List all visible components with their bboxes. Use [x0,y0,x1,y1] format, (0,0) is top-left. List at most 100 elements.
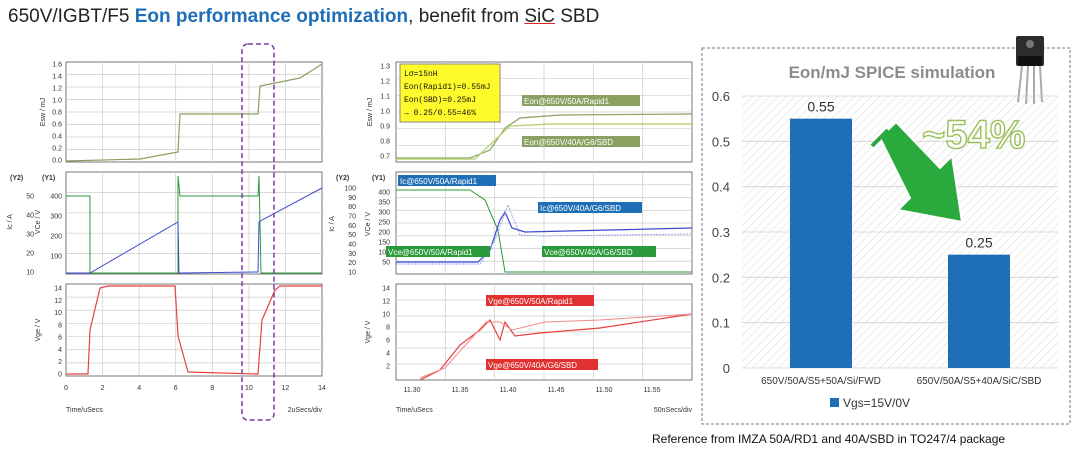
y-tick-label: 90 [348,195,356,202]
bar-2 [948,254,1010,368]
info-box-line: Lσ=15nH [404,70,438,79]
eon-sbd-label: Eon@650V/40A/G6/SBD [524,138,613,147]
x-tick-label: 11.35 [452,387,469,394]
y-tick-label: 400 [378,190,390,197]
y-tick-label: 30 [26,232,34,239]
y-tick-label: 0.6 [52,122,62,129]
x-tick-label: 11.50 [596,387,613,394]
mid-y1-label: (Y1) [372,175,385,182]
legend-swatch [830,398,839,407]
ic-sbd-label: Ic@650V/40A/G6/SBD [540,204,621,213]
y-tick-label: 10 [54,310,62,317]
reduction-annotation: ~54% [922,113,1025,157]
mid-vce-ylabel: VCe / V [365,212,372,236]
y-tick-label: 50 [26,194,34,201]
y-tick-label: 40 [26,213,34,220]
y-tick-label: 4 [386,351,390,358]
x-tick-label: 6 [174,385,178,392]
y-tick-label: 1.0 [380,109,390,116]
x-tick-label: 11.55 [644,387,661,394]
y-tick-label: 1.4 [52,74,62,81]
info-box-line: → 0.25/0.55=46% [404,109,476,118]
y-tick-label: 150 [378,240,390,247]
bar-y-tick-label: 0.6 [712,89,730,104]
y-tick-label: 50 [382,260,390,267]
left-vce-ylabel: VCe / V [35,210,42,234]
y-tick-label: 0.7 [380,154,390,161]
y-tick-label: 300 [378,210,390,217]
y-tick-label: 20 [26,251,34,258]
bar-1 [790,118,852,369]
y-tick-label: 10 [382,312,390,319]
y-tick-label: 1.2 [52,86,62,93]
left-ic-curve [66,187,323,274]
bar-y-tick-label: 0.2 [712,270,730,285]
left-panel: Esw / mJ 1.6 1.4 1.2 1.0 0.8 0.6 0.4 0.2 0.0 (Y2… [7,43,326,421]
bar-category-label: 650V/50A/S5+50A/Si/FWD [761,376,881,387]
mid-y2-label: (Y2) [336,175,349,182]
mid-ic-sbd-curve [396,210,693,263]
mid-eon-sbd-curve [396,123,692,160]
left-y1-label: (Y1) [42,175,55,182]
bar-y-tick-label: 0 [723,361,730,376]
bar-value-label: 0.25 [965,235,992,251]
y-tick-label: 0.8 [380,139,390,146]
y-tick-label: 6 [58,335,62,342]
x-tick-label: 10 [245,385,253,392]
x-tick-label: 4 [137,385,141,392]
ic-sbd-tag [538,202,642,213]
y-tick-label: 100 [344,186,356,193]
y-tick-label: 1.1 [380,94,390,101]
vce-rapid-tag [386,246,490,257]
left-vge-curve [66,285,322,375]
y-tick-label: 8 [58,322,62,329]
y-tick-label: 300 [50,214,62,221]
bar-y-tick-label: 0.5 [712,134,730,149]
eon-rapid-tag [522,95,640,106]
mid-vge-sbd-curve [419,313,693,381]
y-tick-label: 400 [50,194,62,201]
eon-sbd-tag [522,136,640,147]
vge-rapid-tag [486,295,594,306]
y-tick-label: 60 [348,223,356,230]
y-tick-label: 0.8 [52,110,62,117]
x-tick-label: 14 [318,385,326,392]
mid-eon-rapid-curve [396,113,693,159]
left-xscale: 2uSecs/div [288,407,323,414]
y-tick-label: 1.2 [380,79,390,86]
left-esw-curve [65,63,323,162]
left-ic-ylabel: Ic / A [7,214,14,230]
x-tick-label: 11.30 [404,387,421,394]
decrease-arrow [870,120,964,224]
bar-y-tick-label: 0.3 [712,225,730,240]
y-tick-label: 0 [58,372,62,379]
y-tick-label: 40 [348,242,356,249]
x-tick-label: 11.40 [500,387,517,394]
y-tick-label: 14 [382,286,390,293]
y-tick-label: 100 [50,254,62,261]
bar-y-tick-label: 0.1 [712,316,730,331]
x-tick-label: 2 [101,385,105,392]
bar-y-tick-label: 0.4 [712,180,730,195]
left-vce-curve [66,175,322,274]
x-tick-label: 11.45 [548,387,565,394]
vge-sbd-tag [486,359,598,370]
mid-vge-ylabel: Vge / V [365,320,372,343]
vce-sbd-label: Vce@650V/40A/G6/SBD [544,248,633,257]
y-tick-label: 20 [348,260,356,267]
y-tick-label: 10 [26,270,34,277]
ic-rapid-tag [398,175,496,186]
y-tick-label: 250 [378,220,390,227]
mid-vge-rapid-curve [419,313,693,379]
y-tick-label: 10 [348,270,356,277]
left-y2-label: (Y2) [10,175,23,182]
y-tick-label: 350 [378,200,390,207]
mid-vce-rapid-curve [396,189,692,273]
mid-ic-rapid-curve [396,203,693,265]
bar-chart-panel: Eon/mJ SPICE simulation 0.6 0.5 0.4 0.3 0.2 0… [701,36,1071,425]
legend-label: Vgs=15V/0V [843,396,910,410]
y-tick-label: 8 [386,325,390,332]
left-mid-plot-frame [65,171,323,275]
y-tick-label: 14 [54,286,62,293]
